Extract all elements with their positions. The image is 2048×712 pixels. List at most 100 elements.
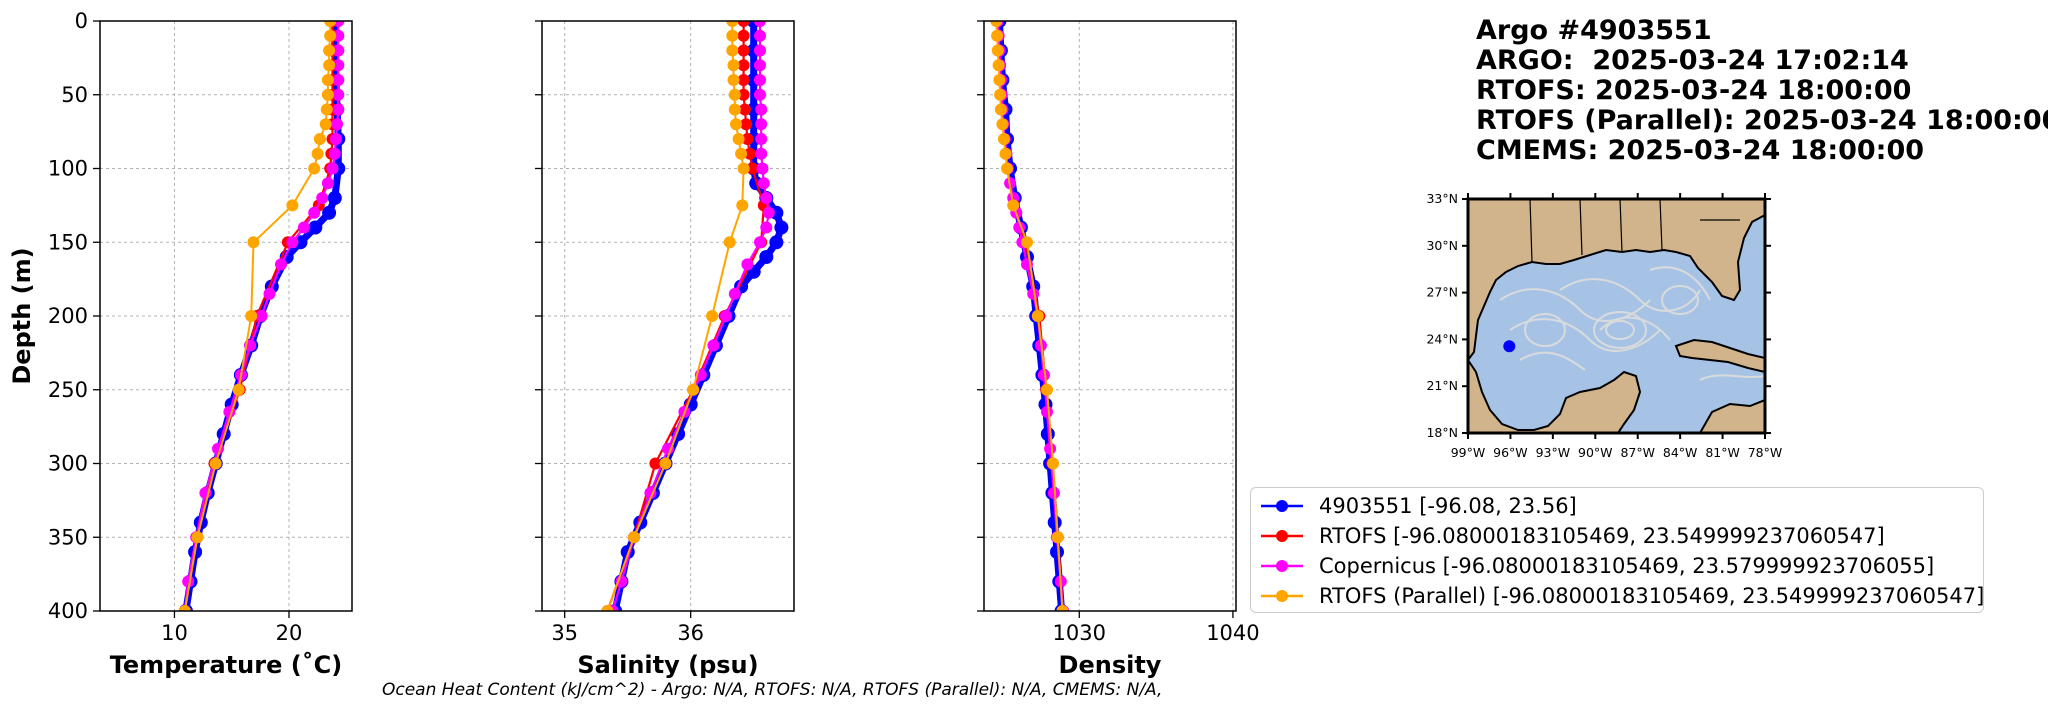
y-tick-label: 250 (48, 378, 88, 402)
header-argo-time: ARGO: 2025-03-24 17:02:14 (1476, 45, 1909, 76)
series-point (737, 162, 750, 175)
series-point (331, 118, 344, 131)
series-point (998, 133, 1010, 145)
series-point (1041, 405, 1053, 418)
gulf-of-mexico-inset-map: 99°W 96°W 93°W 90°W 87°W 84°W 81°W 78°W 33°N 30°N… (1426, 191, 1782, 460)
legend-swatch (1261, 560, 1303, 572)
series-point (728, 103, 741, 116)
series-point (992, 59, 1005, 72)
series-point (728, 88, 741, 101)
x-tick-label: 35 (551, 621, 578, 645)
x-axis-label: Salinity (psu) (577, 651, 758, 679)
series-point (659, 457, 672, 470)
series-point (1044, 442, 1057, 455)
series-point (737, 59, 750, 72)
map-lat-label: 33°N (1426, 191, 1458, 206)
map-lon-label: 96°W (1493, 445, 1528, 460)
series-point (760, 192, 773, 204)
legend-label: Copernicus [-96.08000183105469, 23.57999… (1319, 554, 1935, 578)
series-point (1007, 199, 1020, 212)
series-point (1047, 515, 1062, 530)
map-lon-label: 78°W (1748, 445, 1783, 460)
series-point (728, 287, 741, 300)
series-point (993, 74, 1006, 86)
series-point (762, 206, 775, 219)
series-point (319, 118, 332, 131)
series-point (730, 118, 742, 131)
legend-item: RTOFS (Parallel) [-96.08000183105469, 23… (1259, 581, 1984, 611)
series-point (1047, 487, 1060, 499)
plot-header: Argo #4903551 ARGO: 2025-03-24 17:02:14 RT… (1476, 16, 2048, 166)
series-point (723, 236, 736, 249)
profile-panel-2: 35 36 Salinity (psu) (535, 20, 795, 679)
series-point (687, 383, 700, 396)
series-point (735, 147, 748, 160)
profile-panel-1: 0 50 100 150 200 250 300 350 400 10 20 Temperature … (8, 9, 353, 679)
legend-label: 4903551 [-96.08, 23.56] (1319, 494, 1577, 518)
series-point (324, 29, 337, 42)
map-lat-label: 18°N (1426, 425, 1458, 440)
series-point (1050, 545, 1064, 559)
y-tick-label: 100 (48, 157, 88, 181)
series-point (313, 133, 326, 145)
map-frame (1466, 197, 1767, 435)
series-point (245, 310, 258, 322)
series-point (1056, 605, 1069, 611)
profile-plots: 0 50 100 150 200 250 300 350 400 10 20 Temperature … (8, 9, 1260, 679)
map-land-southeast (1698, 398, 1765, 433)
series-point (726, 21, 739, 27)
series-point (326, 162, 339, 175)
series-point (755, 133, 768, 145)
map-lat-label: 21°N (1426, 378, 1458, 393)
series-point (755, 118, 768, 131)
series-point (286, 199, 299, 212)
map-lat-label: 30°N (1426, 238, 1458, 253)
series-point (754, 236, 766, 249)
series-point (232, 383, 245, 396)
profile-panel-3: 1030 1040 Density (977, 20, 1260, 679)
map-lon-label: 90°W (1578, 445, 1613, 460)
legend-swatch (1261, 590, 1303, 602)
series-point (1051, 531, 1064, 544)
series-point (756, 162, 769, 175)
series-point (736, 199, 749, 212)
series-point (308, 162, 321, 175)
series-group (990, 21, 1070, 611)
series-point (662, 442, 674, 455)
series-point (275, 258, 287, 271)
series-point (754, 44, 766, 57)
series-point (774, 220, 789, 235)
header-float-id: Argo #4903551 (1476, 15, 1712, 46)
series-point (191, 531, 204, 544)
series-point (991, 29, 1004, 42)
series-point (727, 59, 740, 72)
series-point (738, 103, 751, 116)
map-lon-label: 87°W (1620, 445, 1655, 460)
series-point (754, 21, 766, 27)
map-lon-label: 93°W (1536, 445, 1571, 460)
series-point (1031, 310, 1044, 322)
legend-item: Copernicus [-96.08000183105469, 23.57999… (1259, 551, 1934, 581)
y-tick-label: 200 (48, 304, 88, 328)
series-point (322, 205, 337, 220)
header-cmems-time: CMEMS: 2025-03-24 18:00:00 (1476, 135, 1925, 166)
x-axis-label: Temperature (˚C) (110, 651, 343, 679)
legend-label: RTOFS (Parallel) [-96.08000183105469, 23… (1319, 584, 1985, 608)
series-point (1027, 287, 1040, 300)
y-tick-label: 400 (48, 599, 88, 623)
series-point (1047, 457, 1060, 470)
y-tick-label: 350 (48, 525, 88, 549)
series-point (726, 44, 739, 57)
series-point (737, 88, 750, 101)
series-point (308, 220, 323, 235)
series-point (746, 162, 759, 175)
series-point (994, 88, 1007, 101)
map-lon-label: 81°W (1705, 445, 1740, 460)
y-axis-label: Depth (m) (8, 247, 36, 384)
map-streamlines (1499, 266, 1765, 381)
map-axis-ticks: 99°W 96°W 93°W 90°W 87°W 84°W 81°W 78°W 33°N 30°N… (1426, 191, 1782, 460)
series-point (328, 147, 341, 160)
legend-item: RTOFS [-96.08000183105469, 23.5499992370… (1259, 521, 1885, 551)
series-point (1001, 162, 1013, 175)
y-tick-label: 150 (48, 230, 88, 254)
